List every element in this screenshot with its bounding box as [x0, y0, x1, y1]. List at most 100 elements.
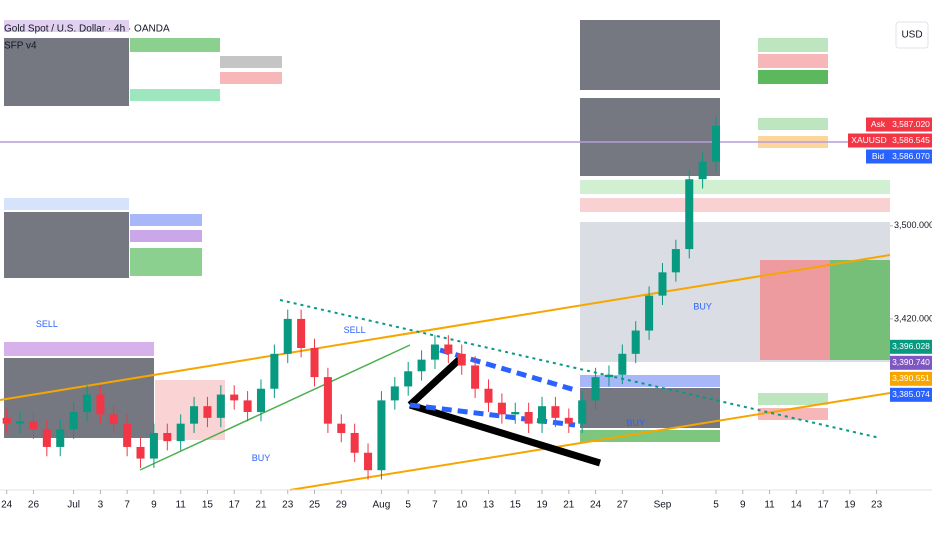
table-cell	[130, 214, 202, 226]
x-tick-label: 19	[844, 500, 856, 511]
price-badge	[890, 387, 932, 402]
price-badge-name: Ask	[871, 119, 886, 129]
candle-body	[283, 318, 292, 354]
channel-line	[139, 344, 411, 471]
table-cell	[830, 260, 890, 360]
signal-label: SELL	[344, 325, 366, 335]
drawn-line	[408, 401, 602, 467]
price-badge-name: XAUUSD	[851, 135, 886, 145]
table	[580, 98, 720, 176]
x-tick-label: 23	[282, 500, 294, 511]
x-tick-label: 11	[764, 500, 775, 511]
dashed-box	[409, 402, 576, 428]
candle-body	[417, 359, 426, 372]
x-tick-label: 21	[563, 500, 575, 511]
price-badge	[890, 117, 932, 132]
candle-body	[216, 394, 225, 418]
price-badge-label: 3,390.551	[892, 373, 930, 383]
candle-body	[658, 272, 667, 296]
candle-body	[538, 406, 547, 424]
x-tick-label: 21	[255, 500, 267, 511]
trend-line	[279, 299, 881, 439]
table-cell	[760, 260, 830, 360]
x-tick-label: 19	[536, 500, 548, 511]
x-tick-label: 24	[590, 500, 602, 511]
candle-body	[190, 406, 199, 424]
table-row	[580, 430, 720, 442]
table-header	[4, 198, 129, 210]
candle-body	[56, 429, 65, 447]
candle-body	[497, 402, 506, 415]
x-tick-label: 7	[124, 500, 130, 511]
candle-body	[2, 417, 11, 424]
x-tick-label: 13	[483, 500, 495, 511]
candle-body	[337, 423, 346, 433]
candle-body	[645, 295, 654, 331]
table	[4, 358, 154, 438]
candle-body	[270, 353, 279, 389]
candle-body	[618, 353, 627, 375]
signal-label: BUY	[626, 418, 645, 428]
candle-body	[604, 374, 613, 378]
candle-body	[551, 406, 560, 418]
signal-label: BUY	[252, 453, 271, 463]
candle-body	[123, 423, 132, 447]
candle-body	[310, 348, 319, 378]
indicator-name: SFP v4	[4, 41, 37, 52]
currency-button[interactable]	[895, 21, 929, 49]
table-row	[580, 198, 890, 212]
x-tick-label: 29	[336, 500, 348, 511]
candle-body	[256, 388, 265, 413]
price-badge-label: 3,586.545	[892, 135, 930, 145]
candle-body	[698, 161, 707, 180]
candle-body	[712, 125, 721, 162]
candle-body	[149, 432, 158, 459]
candle-body	[163, 432, 172, 442]
candle-body	[685, 179, 694, 250]
x-tick-label: 9	[151, 500, 157, 511]
price-badge-name-bg	[848, 133, 890, 148]
candle-body	[230, 394, 239, 401]
table-cell	[130, 38, 220, 52]
candle-body	[350, 432, 359, 453]
candle-body	[564, 417, 573, 424]
candle-body	[511, 412, 520, 415]
trend-line	[0, 254, 891, 401]
currency[interactable]: USD	[901, 30, 922, 41]
drawings	[0, 141, 891, 491]
price-badge-label: 3,396.028	[892, 341, 930, 351]
price-badge-label: 3,390.740	[892, 357, 930, 367]
x-tick-label: 25	[309, 500, 321, 511]
candle-body	[671, 249, 680, 273]
candle-body	[471, 365, 480, 389]
price-badge	[890, 371, 932, 386]
table-row	[580, 180, 890, 194]
candle-body	[457, 353, 466, 366]
table-cell	[220, 72, 282, 84]
candle-body	[176, 423, 185, 442]
signal-label: SELL	[36, 319, 58, 329]
table-cell	[130, 89, 220, 101]
table-cell	[130, 230, 202, 242]
price-badge	[890, 149, 932, 164]
candle-body	[136, 446, 145, 459]
price-axis	[890, 0, 932, 550]
candle-body	[109, 414, 118, 424]
price-badge-label: 3,586.070	[892, 151, 930, 161]
candle-body	[29, 421, 38, 430]
x-tick-label: 10	[456, 500, 468, 511]
candle-body	[16, 421, 25, 424]
trend-line	[289, 392, 891, 491]
price-badge-label: 3,587.020	[892, 119, 930, 129]
candle-body	[69, 412, 78, 430]
x-tick-label: 15	[510, 500, 522, 511]
candle-body	[631, 330, 640, 354]
table-cell	[758, 118, 828, 130]
price-badge	[890, 339, 932, 354]
table-cell	[758, 38, 828, 52]
table	[580, 20, 720, 90]
candle-body	[404, 371, 413, 387]
candle-body	[591, 377, 600, 401]
candle-body	[323, 377, 332, 424]
x-tick-label: 15	[202, 500, 214, 511]
